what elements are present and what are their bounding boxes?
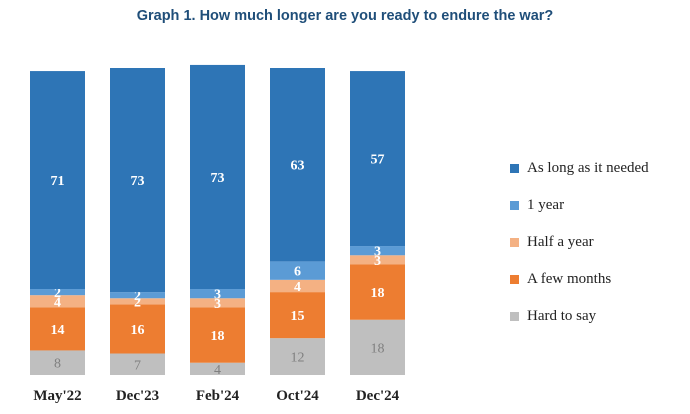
stacked-bar-chart: 8144271May'227162273Dec'234183373Feb'241… [30, 64, 405, 404]
bar-segment-half-a-year-0 [30, 295, 85, 308]
data-label: 3 [214, 297, 221, 312]
bar-segment-as-long-as-it-needed-4 [350, 71, 405, 247]
data-label: 57 [371, 153, 385, 168]
legend-label: As long as it needed [527, 160, 649, 176]
legend-item: Hard to say [510, 298, 649, 335]
data-label: 18 [371, 286, 385, 301]
legend-swatch [510, 312, 519, 321]
x-tick-label: Feb'24 [196, 388, 240, 404]
bar-segment-half-a-year-4 [350, 255, 405, 265]
legend-swatch [510, 164, 519, 173]
bar-segment-hard-to-say-1 [110, 353, 165, 375]
data-label: 3 [374, 254, 381, 269]
bar-segment-a-few-months-0 [30, 307, 85, 351]
data-label: 71 [51, 174, 65, 189]
bar-segment-as-long-as-it-needed-2 [190, 64, 245, 290]
data-label: 2 [54, 286, 61, 301]
legend-label: Hard to say [527, 308, 597, 324]
data-label: 8 [54, 357, 61, 372]
legend-item: Half a year [510, 224, 649, 261]
data-label: 6 [294, 265, 301, 280]
bar-segment-a-few-months-1 [110, 304, 165, 354]
data-label: 16 [131, 323, 145, 338]
x-tick-label: Oct'24 [276, 388, 319, 404]
legend-item: 1 year [510, 187, 649, 224]
data-label: 2 [134, 295, 141, 310]
legend-item: A few months [510, 261, 649, 298]
legend-label: Half a year [527, 234, 594, 250]
bar-segment-half-a-year-3 [270, 279, 325, 293]
bar-segment-hard-to-say-4 [350, 319, 405, 375]
legend-swatch [510, 275, 519, 284]
bar-segment-half-a-year-1 [110, 298, 165, 305]
data-label: 63 [291, 159, 305, 174]
legend-label: 1 year [527, 197, 565, 213]
bar-segment-1-year-0 [30, 289, 85, 296]
legend-item: As long as it needed [510, 150, 649, 187]
bar-segment-a-few-months-2 [190, 307, 245, 363]
bar-segment-1-year-1 [110, 292, 165, 299]
chart-title: Graph 1. How much longer are you ready t… [136, 8, 554, 24]
data-label: 12 [291, 351, 305, 366]
bar-segment-half-a-year-2 [190, 298, 245, 308]
data-label: 18 [371, 341, 385, 356]
data-label: 4 [54, 295, 61, 310]
data-label: 7 [134, 358, 141, 373]
chart-legend: As long as it needed 1 year Half a year A f… [510, 150, 649, 335]
bar-segment-hard-to-say-3 [270, 338, 325, 375]
data-label: 3 [214, 288, 221, 303]
bar-segment-a-few-months-3 [270, 292, 325, 339]
bar-segment-hard-to-say-2 [190, 362, 245, 375]
data-label: 4 [294, 280, 301, 295]
bar-segment-a-few-months-4 [350, 264, 405, 320]
data-label: 15 [291, 309, 305, 324]
bar-segment-1-year-4 [350, 246, 405, 256]
data-label: 2 [134, 289, 141, 304]
x-tick-label: May'22 [33, 388, 81, 404]
x-tick-label: Dec'24 [356, 388, 400, 404]
bar-segment-as-long-as-it-needed-0 [30, 71, 85, 290]
data-label: 18 [211, 329, 225, 344]
legend-swatch [510, 201, 519, 210]
legend-label: A few months [527, 271, 612, 287]
data-label: 73 [131, 174, 145, 189]
data-label: 3 [374, 245, 381, 260]
legend-swatch [510, 238, 519, 247]
data-label: 4 [214, 363, 221, 378]
bar-segment-as-long-as-it-needed-3 [270, 68, 325, 262]
bar-segment-as-long-as-it-needed-1 [110, 68, 165, 293]
x-tick-label: Dec'23 [116, 388, 159, 404]
bar-segment-1-year-2 [190, 289, 245, 299]
data-label: 73 [211, 171, 225, 186]
bar-segment-1-year-3 [270, 261, 325, 280]
bar-segment-hard-to-say-0 [30, 350, 85, 375]
data-label: 14 [51, 323, 65, 338]
